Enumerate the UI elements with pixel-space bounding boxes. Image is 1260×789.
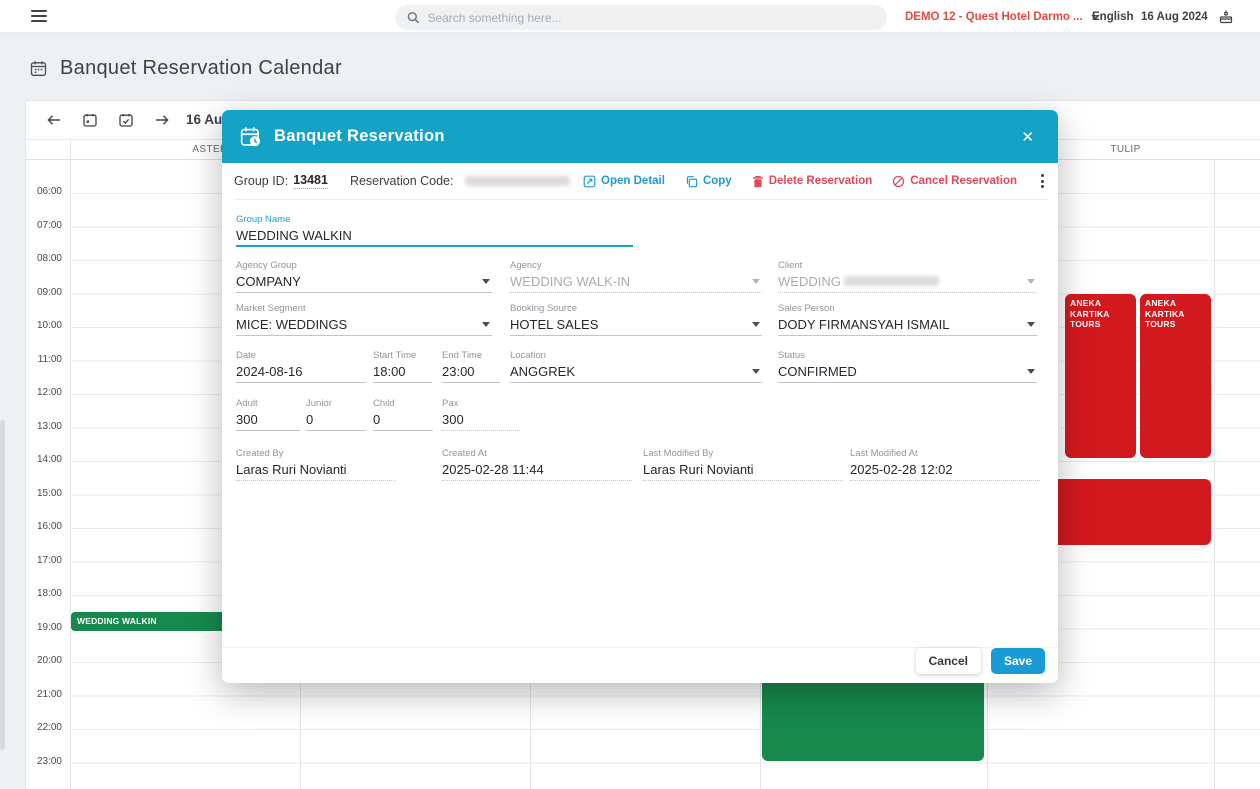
- time-label: 07:00: [36, 219, 62, 231]
- group-id-label: Group ID:: [234, 174, 289, 188]
- time-label: 09:00: [36, 286, 62, 298]
- top-bar: DEMO 12 - Quest Hotel Darmo ... English …: [0, 0, 1260, 33]
- time-label: 18:00: [36, 588, 62, 599]
- search-bar[interactable]: [395, 5, 887, 30]
- trash-icon: [752, 175, 763, 187]
- vertical-scrollbar[interactable]: [0, 420, 5, 750]
- chevron-down-icon: [752, 279, 760, 284]
- time-gutter-line: [70, 140, 71, 789]
- language-selector[interactable]: English: [1092, 10, 1134, 23]
- calendar-day-icon[interactable]: [83, 113, 97, 127]
- open-detail-button[interactable]: Open Detail: [583, 175, 665, 188]
- calendar-check-icon[interactable]: [119, 113, 133, 127]
- modal-title: Banquet Reservation: [274, 127, 445, 145]
- created-at-field: Created At 2025-02-28 11:44: [442, 448, 632, 481]
- cancel-button[interactable]: Cancel: [915, 648, 981, 674]
- chevron-down-icon[interactable]: [1027, 322, 1035, 327]
- time-label: 17:00: [36, 554, 62, 566]
- search-icon: [407, 11, 420, 24]
- search-input[interactable]: [427, 10, 875, 25]
- agency-select: Agency WEDDING WALK-IN: [510, 260, 762, 293]
- chevron-down-icon[interactable]: [1027, 369, 1035, 374]
- junior-field[interactable]: Junior 0: [306, 398, 366, 431]
- booking-source-select[interactable]: Booking Source HOTEL SALES: [510, 303, 762, 336]
- sales-person-select[interactable]: Sales Person DODY FIRMANSYAH ISMAIL: [778, 303, 1037, 336]
- footer-divider: [222, 647, 1058, 648]
- client-redacted: [844, 276, 940, 286]
- event-aneka-kartika-tours[interactable]: ANEKA KARTIKA TOURS: [1140, 294, 1211, 458]
- time-label: 23:00: [36, 755, 62, 767]
- reservation-code-redacted: [465, 176, 571, 186]
- end-time-field[interactable]: End Time 23:00: [442, 350, 500, 383]
- time-label: 15:00: [36, 487, 62, 499]
- page-title: Banquet Reservation Calendar: [60, 57, 342, 79]
- time-label: 13:00: [36, 420, 62, 432]
- chevron-down-icon: [1091, 14, 1100, 19]
- calendar-icon: [30, 61, 47, 76]
- modal-footer: Cancel Save: [915, 648, 1045, 674]
- cancel-reservation-button[interactable]: Cancel Reservation: [892, 175, 1017, 188]
- calendar-clock-icon: [240, 126, 261, 146]
- close-icon[interactable]: ✕: [1021, 128, 1034, 146]
- event-aneka-kartika-tours[interactable]: ANEKA KARTIKA TOURS: [1065, 294, 1136, 458]
- time-label: 11:00: [37, 353, 62, 365]
- time-label: 19:00: [36, 621, 62, 633]
- copy-icon: [686, 175, 698, 187]
- time-label: 22:00: [36, 722, 62, 733]
- save-button[interactable]: Save: [990, 648, 1045, 674]
- cancel-circle-icon: [893, 175, 905, 187]
- property-name: DEMO 12 - Quest Hotel Darmo ...: [905, 10, 1083, 23]
- client-select: Client WEDDING: [778, 260, 1037, 293]
- more-options-icon[interactable]: [1037, 172, 1048, 190]
- banquet-reservation-modal: Banquet Reservation ✕ Group ID: 13481 Re…: [222, 110, 1058, 683]
- market-segment-select[interactable]: Market Segment MICE: WEDDINGS: [236, 303, 492, 336]
- time-label: 21:00: [36, 688, 62, 700]
- last-modified-by-field: Last Modified By Laras Ruri Novianti: [643, 448, 843, 481]
- delete-reservation-button[interactable]: Delete Reservation: [752, 175, 872, 188]
- room-header-tulip: TULIP: [1110, 144, 1141, 155]
- status-select[interactable]: Status CONFIRMED: [778, 350, 1037, 383]
- chevron-down-icon: [1027, 279, 1035, 284]
- prev-day-icon[interactable]: [47, 113, 61, 127]
- group-id-value: 13481: [293, 173, 328, 189]
- menu-icon[interactable]: [31, 10, 47, 22]
- copy-button[interactable]: Copy: [685, 175, 732, 188]
- cake-icon[interactable]: [1218, 0, 1234, 33]
- group-name-field[interactable]: Group Name WEDDING WALKIN: [236, 214, 633, 247]
- modal-action-row: Group ID: 13481 Reservation Code: Open D…: [234, 163, 1048, 200]
- open-detail-icon: [583, 175, 596, 187]
- topbar-date: 16 Aug 2024: [1141, 10, 1208, 23]
- time-label: 16:00: [36, 521, 62, 532]
- start-time-field[interactable]: Start Time 18:00: [373, 350, 432, 383]
- child-field[interactable]: Child 0: [373, 398, 433, 431]
- chevron-down-icon[interactable]: [752, 322, 760, 327]
- reservation-code-label: Reservation Code:: [349, 174, 454, 188]
- chevron-down-icon[interactable]: [482, 279, 490, 284]
- date-field[interactable]: Date 2024-08-16: [236, 350, 366, 383]
- created-by-field: Created By Laras Ruri Novianti: [236, 448, 396, 481]
- page-title-row: Banquet Reservation Calendar: [30, 57, 342, 80]
- property-selector[interactable]: DEMO 12 - Quest Hotel Darmo ...: [905, 0, 1100, 33]
- time-label: 20:00: [36, 655, 62, 666]
- time-label: 06:00: [36, 186, 62, 197]
- room-header-aster: ASTER: [192, 144, 228, 155]
- next-day-icon[interactable]: [155, 113, 169, 127]
- time-label: 08:00: [36, 253, 62, 264]
- location-select[interactable]: Location ANGGREK: [510, 350, 762, 383]
- adult-field[interactable]: Adult 300: [236, 398, 300, 431]
- chevron-down-icon[interactable]: [752, 369, 760, 374]
- modal-header: Banquet Reservation ✕: [222, 110, 1058, 163]
- time-label: 12:00: [36, 387, 62, 398]
- chevron-down-icon[interactable]: [482, 322, 490, 327]
- pax-field: Pax 300: [442, 398, 520, 431]
- last-modified-at-field: Last Modified At 2025-02-28 12:02: [850, 448, 1040, 481]
- agency-group-select[interactable]: Agency Group COMPANY: [236, 260, 492, 293]
- time-label: 10:00: [36, 320, 62, 331]
- time-label: 14:00: [36, 454, 62, 465]
